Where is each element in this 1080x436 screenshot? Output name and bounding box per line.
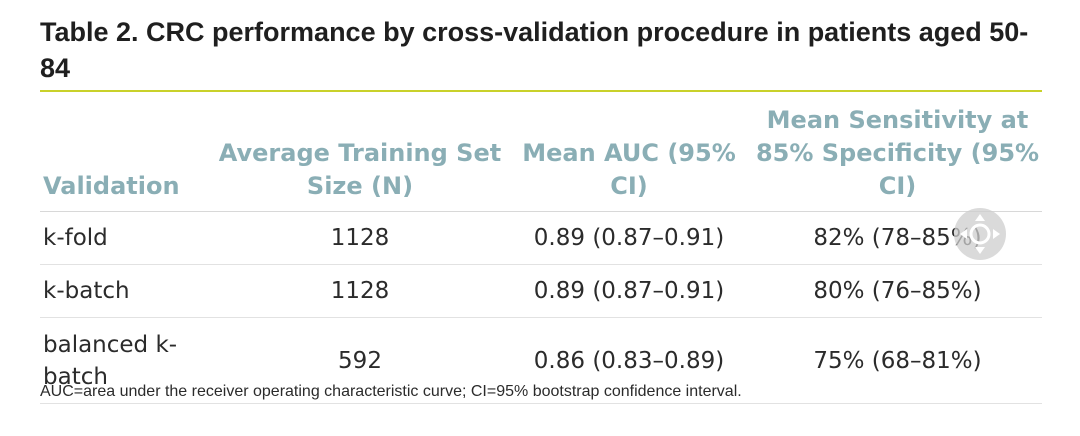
cell-training-size: 592: [215, 317, 505, 404]
cell-validation: k-fold: [40, 211, 215, 265]
table-row: k-fold 1128 0.89 (0.87–0.91) 82% (78–85%…: [40, 211, 1042, 265]
column-header-validation: Validation: [40, 104, 215, 212]
table-title: Table 2. CRC performance by cross-valida…: [40, 17, 1029, 83]
table-row: k-batch 1128 0.89 (0.87–0.91) 80% (76–85…: [40, 264, 1042, 318]
cell-mean-sensitivity: 80% (76–85%): [753, 264, 1042, 318]
column-header-mean-sensitivity: Mean Sensitivity at 85% Specificity (95%…: [753, 104, 1042, 212]
cell-training-size: 1128: [215, 211, 505, 265]
cell-mean-auc: 0.86 (0.83–0.89): [505, 317, 753, 404]
cell-mean-sensitivity: 75% (68–81%): [753, 317, 1042, 404]
cell-mean-auc: 0.89 (0.87–0.91): [505, 211, 753, 265]
column-header-mean-auc: Mean AUC (95% CI): [505, 104, 753, 212]
header-row: Validation Average Training Set Size (N)…: [40, 104, 1042, 212]
performance-table: Validation Average Training Set Size (N)…: [40, 104, 1042, 404]
cell-validation: balanced k-batch: [40, 317, 215, 404]
move-arrows-icon-graphic: [960, 214, 1000, 254]
cell-training-size: 1128: [215, 264, 505, 318]
cell-validation: k-batch: [40, 264, 215, 318]
table-row: balanced k-batch 592 0.86 (0.83–0.89) 75…: [40, 317, 1042, 404]
title-divider: [40, 90, 1042, 92]
table-footnote: AUC=area under the receiver operating ch…: [40, 383, 742, 400]
move-arrows-icon[interactable]: [954, 208, 1006, 260]
column-header-training-set-size: Average Training Set Size (N): [215, 104, 505, 212]
cell-mean-auc: 0.89 (0.87–0.91): [505, 264, 753, 318]
